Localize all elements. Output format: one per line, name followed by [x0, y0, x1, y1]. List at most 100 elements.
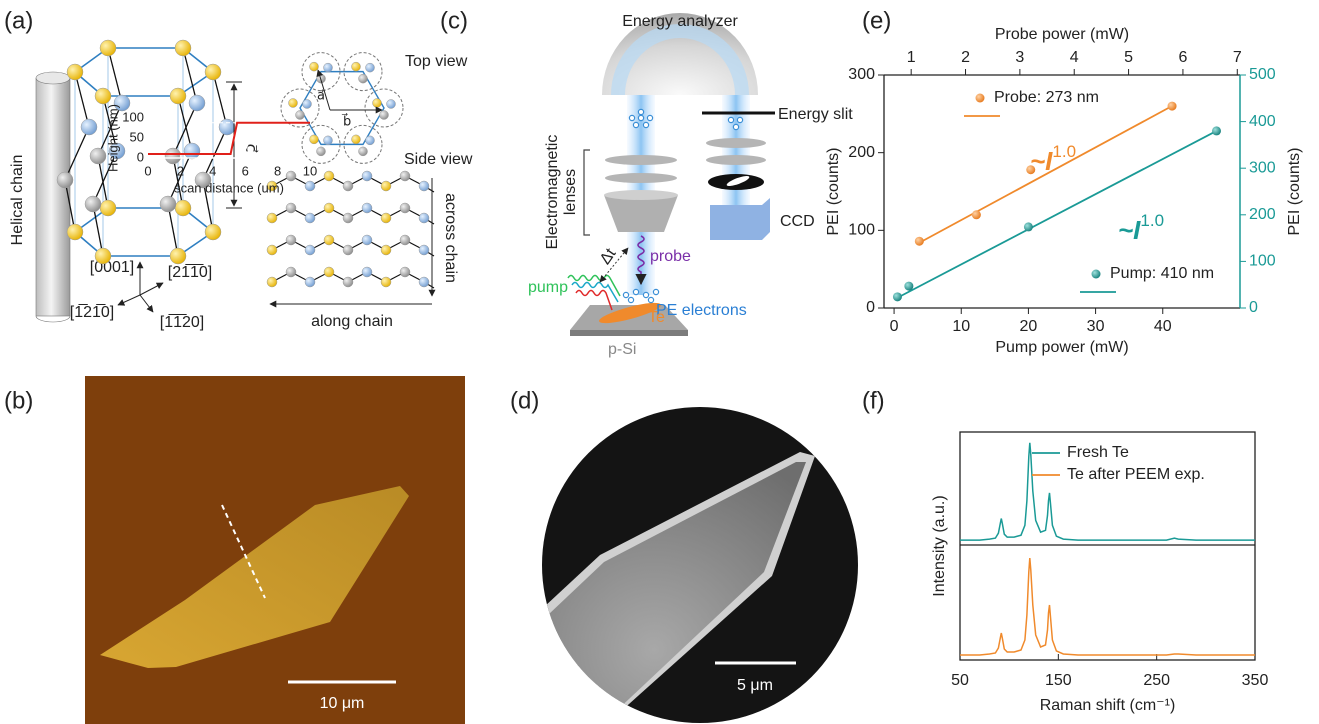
data-point: [914, 236, 924, 246]
atom: [309, 61, 319, 72]
y-tick-label: 0: [866, 299, 875, 316]
atom: [204, 223, 222, 241]
legend-marker: [975, 93, 985, 103]
label: Δt: [597, 245, 620, 268]
lens: [706, 155, 766, 165]
atom: [302, 99, 312, 109]
panel-label: (a): [4, 7, 33, 34]
bond: [102, 95, 118, 152]
spectrum: [960, 442, 1255, 541]
atom: [304, 180, 316, 192]
atom: [266, 180, 278, 192]
y2-tick-label: 100: [1249, 253, 1276, 270]
vector-label: c⃗: [242, 144, 259, 153]
bond: [92, 203, 104, 257]
cylinder: [35, 71, 71, 85]
atom: [304, 212, 316, 224]
atom: [285, 170, 297, 182]
annotation-text: ~I: [1030, 146, 1053, 176]
x-tick-label: 350: [1242, 672, 1269, 689]
atom: [174, 199, 192, 217]
label: Top view: [405, 53, 468, 70]
legend-label: Pump: 410 nm: [1110, 265, 1214, 282]
delay-arrow: [599, 247, 629, 283]
atom: [99, 39, 117, 57]
electron: [632, 121, 640, 129]
bond: [202, 179, 214, 233]
atom: [418, 212, 430, 224]
direction-label: [21̅1̅0]: [168, 263, 212, 281]
bond: [172, 102, 198, 157]
x-tick-label: 150: [1045, 672, 1072, 689]
atom: [56, 171, 74, 189]
cylinder: [35, 77, 71, 317]
direction-label: [1̅1̅20]: [160, 313, 204, 331]
atom: [80, 118, 98, 136]
electron: [646, 114, 654, 122]
x2-axis-title: Probe power (mW): [995, 26, 1129, 43]
x-tick-label: 0: [890, 318, 899, 335]
y2-tick-label: 400: [1249, 113, 1276, 130]
panel-label: (b): [4, 387, 33, 414]
atom: [194, 171, 212, 189]
cylinder: [35, 315, 71, 323]
ccd: [710, 198, 770, 240]
data-point: [971, 210, 981, 220]
atom: [365, 135, 375, 146]
analyzer-path: [611, 24, 749, 96]
label: PE electrons: [656, 302, 747, 319]
scale-bar-label: 5 μm: [737, 677, 773, 694]
direction-label: [1̅21̅0]: [70, 303, 114, 321]
spectrum: [960, 557, 1255, 656]
atom: [399, 202, 411, 214]
a-arrow: [316, 69, 331, 111]
probe-pulse: [635, 235, 647, 286]
annotation-exponent: 1.0: [1052, 142, 1076, 161]
atom: [94, 87, 112, 105]
atom: [183, 142, 201, 160]
label: Side view: [404, 151, 473, 168]
y-axis-title: Height (nm): [105, 104, 120, 172]
direction-arrow: [139, 294, 154, 313]
electron: [647, 296, 655, 304]
vector-label: b⃗: [341, 113, 351, 128]
atom: [361, 202, 373, 214]
x-tick-label: 8: [274, 163, 281, 178]
y-tick-label: 100: [848, 222, 875, 239]
annotation-exponent: 1.0: [1140, 211, 1164, 230]
y2-tick-label: 200: [1249, 206, 1276, 223]
bond: [97, 102, 123, 157]
panel-a: Helical chain Top view Side view across …: [9, 39, 473, 331]
energy-analyzer: [602, 13, 758, 95]
electron: [732, 123, 740, 131]
annotation: ~110 nm: [256, 134, 310, 150]
y2-tick-label: 500: [1249, 66, 1276, 83]
bond: [182, 47, 198, 104]
atom: [365, 62, 375, 73]
lens: [604, 195, 678, 232]
atom: [164, 147, 182, 165]
atom: [361, 170, 373, 182]
x2-tick-label: 5: [1124, 49, 1133, 66]
electron: [642, 121, 650, 129]
bond: [64, 126, 90, 181]
y-axis-title: PEI (counts): [825, 147, 842, 235]
x-axis-title: scan distance (um): [174, 180, 284, 195]
bond: [271, 239, 435, 257]
bracket: [583, 149, 590, 236]
atom: [295, 110, 305, 120]
te-flake: [599, 302, 661, 324]
atom: [204, 63, 222, 81]
x2-tick-label: 7: [1233, 49, 1242, 66]
panel-label: (c): [440, 7, 468, 34]
electron: [632, 288, 640, 296]
atom: [380, 212, 392, 224]
flake: [542, 462, 806, 723]
x-axis-title: Raman shift (cm⁻¹): [1040, 697, 1176, 714]
data-point: [1023, 222, 1033, 232]
x-tick-label: 250: [1143, 672, 1170, 689]
label: CCD: [780, 213, 815, 230]
x-tick-label: 10: [952, 318, 970, 335]
x2-tick-label: 1: [907, 49, 916, 66]
